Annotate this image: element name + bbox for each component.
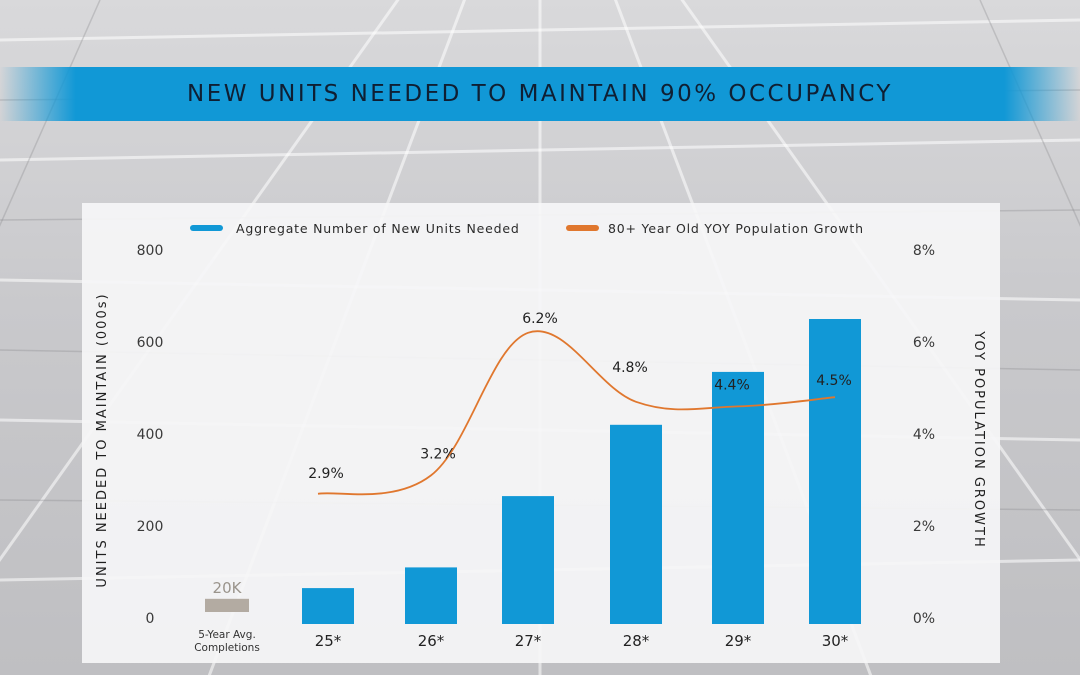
reference-category-label-2: Completions [194,642,260,654]
y-axis-left: 0 200 400 600 800 [137,243,164,627]
y-tick-right-8pct: 8% [913,243,935,259]
legend-label-line: 80+ Year Old YOY Population Growth [608,221,864,236]
y-tick-left-0: 0 [146,611,155,627]
x-axis-categories: 25* 26* 27* 28* 29* 30* [315,632,849,650]
chart-title: NEW UNITS NEEDED TO MAINTAIN 90% OCCUPAN… [187,81,893,107]
x-tick-29: 29* [725,632,752,650]
x-tick-25: 25* [315,632,342,650]
bar-25 [302,588,354,624]
line-label-29: 4.4% [714,377,750,393]
bar-30 [809,319,861,624]
bar-27 [502,496,554,624]
y-tick-left-400: 400 [137,427,164,443]
y-axis-title-right: YOY POPULATION GROWTH [971,330,986,548]
reference-category-label-1: 5-Year Avg. [198,629,256,641]
y-tick-right-4pct: 4% [913,427,935,443]
y-tick-left-800: 800 [137,243,164,259]
line-label-27: 6.2% [522,311,558,327]
x-tick-30: 30* [822,632,849,650]
legend: Aggregate Number of New Units Needed 80+… [190,221,864,236]
y-tick-left-600: 600 [137,335,164,351]
legend-label-bars: Aggregate Number of New Units Needed [236,221,520,236]
y-axis-title-left: UNITS NEEDED TO MAINTAIN (000s) [95,292,110,587]
y-tick-right-6pct: 6% [913,335,935,351]
line-label-26: 3.2% [420,446,456,462]
line-label-30: 4.5% [816,373,852,389]
title-band: NEW UNITS NEEDED TO MAINTAIN 90% OCCUPAN… [0,67,1080,121]
y-axis-right: 0% 2% 4% 6% 8% [913,243,935,627]
x-tick-28: 28* [623,632,650,650]
y-tick-left-200: 200 [137,519,164,535]
reference-group: 20K 5-Year Avg. Completions [194,579,260,654]
reference-value-label: 20K [213,579,243,597]
population-growth-line [317,330,836,496]
legend-swatch-line [566,225,599,231]
line-label-28: 4.8% [612,360,648,376]
bar-series [302,319,861,624]
y-tick-right-0pct: 0% [913,611,935,627]
y-tick-right-2pct: 2% [913,519,935,535]
line-data-labels: 2.9% 3.2% 6.2% 4.8% 4.4% 4.5% [308,311,852,482]
bar-29 [712,371,764,624]
line-label-25: 2.9% [308,466,344,482]
legend-swatch-bars [190,225,223,231]
reference-bar [205,598,249,612]
x-tick-27: 27* [515,632,542,650]
x-tick-26: 26* [418,632,445,650]
bar-28 [610,424,662,624]
bar-26 [405,567,457,624]
